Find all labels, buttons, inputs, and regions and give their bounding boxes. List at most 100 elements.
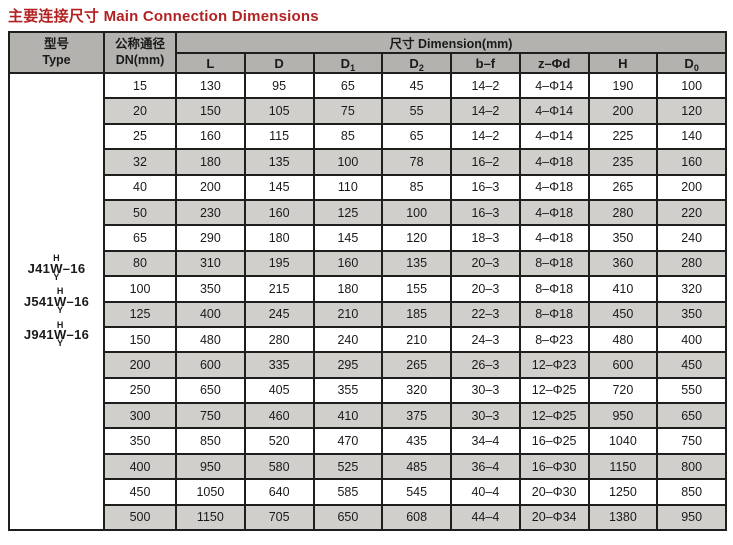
dim-cell-4: 16–3 (450, 173, 521, 201)
dim-cell-5: 4–Φ18 (518, 148, 590, 176)
dn-cell: 20 (103, 97, 177, 125)
dim-cell-2: 75 (312, 97, 384, 125)
dim-cell-6: 480 (587, 325, 659, 354)
dimension-column-header-1: D (243, 52, 315, 74)
dim-cell-2: 295 (312, 351, 384, 379)
dim-cell-6: 350 (587, 224, 659, 252)
dim-cell-5: 12–Φ23 (518, 351, 590, 379)
dim-cell-7: 550 (656, 376, 727, 405)
dim-cell-5: 12–Φ25 (518, 402, 590, 430)
dim-cell-7: 240 (656, 224, 727, 252)
table-body: J41 H W Y –16 J541 H W Y –16 J941 H W Y –16 15 130 95 65 45… (8, 71, 727, 532)
dim-cell-1: 280 (243, 325, 315, 354)
dim-cell-1: 245 (243, 300, 315, 328)
table-row-dn-300: 300 750 460 410 375 30–3 12–Φ25 950 650 (9, 402, 727, 430)
dimension-subheader-row: L D D1 D2 b–f z–Φd H D0 (9, 52, 727, 74)
dim-cell-5: 4–Φ14 (518, 122, 590, 151)
table-row-dn-450: 450 1050 640 585 545 40–4 20–Φ30 1250 850 (9, 478, 727, 506)
dimension-column-header-7: D0 (656, 52, 727, 74)
dim-cell-0: 650 (175, 376, 246, 405)
dim-cell-3: 78 (381, 148, 452, 176)
dim-cell-0: 130 (175, 71, 246, 100)
dim-cell-2: 650 (312, 503, 384, 532)
dim-cell-5: 4–Φ14 (518, 97, 590, 125)
dim-cell-6: 410 (587, 275, 659, 303)
dn-cell: 32 (103, 148, 177, 176)
dn-cell: 65 (103, 224, 177, 252)
model-label-1: J541 H W Y –16 (23, 286, 90, 316)
dn-cell: 100 (103, 275, 177, 303)
dn-cell: 200 (103, 351, 177, 379)
dim-cell-4: 22–3 (450, 300, 521, 328)
dim-cell-5: 4–Φ14 (518, 71, 590, 100)
dim-cell-0: 750 (175, 402, 246, 430)
dim-cell-1: 160 (243, 198, 315, 227)
dim-cell-5: 20–Φ30 (518, 478, 590, 506)
dim-cell-0: 290 (175, 224, 246, 252)
dim-cell-4: 14–2 (450, 97, 521, 125)
dimension-group-header: 尺寸 Dimension(mm) (175, 31, 727, 54)
table-row-dn-350: 350 850 520 470 435 34–4 16–Φ25 1040 750 (9, 427, 727, 455)
dim-cell-0: 480 (175, 325, 246, 354)
dim-cell-1: 705 (243, 503, 315, 532)
dim-cell-5: 16–Φ30 (518, 452, 590, 481)
dim-cell-7: 650 (656, 402, 727, 430)
dim-cell-3: 85 (381, 173, 452, 201)
dim-cell-2: 240 (312, 325, 384, 354)
dim-cell-5: 8–Φ18 (518, 300, 590, 328)
model-label-0: J41 H W Y –16 (27, 253, 86, 282)
dim-cell-7: 450 (656, 351, 727, 379)
dim-cell-6: 950 (587, 402, 659, 430)
dim-cell-5: 4–Φ18 (518, 224, 590, 252)
dim-cell-7: 140 (656, 122, 727, 151)
dimension-column-header-2: D1 (312, 52, 384, 74)
dim-cell-1: 460 (243, 402, 315, 430)
dimension-column-header-3: D2 (381, 52, 452, 74)
dim-cell-4: 16–2 (450, 148, 521, 176)
dn-header-en: DN(mm) (115, 52, 165, 67)
page-title: 主要连接尺寸 Main Connection Dimensions (8, 8, 319, 25)
dim-cell-1: 405 (243, 376, 315, 405)
dim-cell-2: 110 (312, 173, 384, 201)
table-row-dn-40: 40 200 145 110 85 16–3 4–Φ18 265 200 (9, 173, 727, 201)
type-header-zh: 型号 (43, 36, 69, 51)
dim-cell-4: 26–3 (450, 351, 521, 379)
dim-cell-3: 155 (381, 275, 452, 303)
dn-cell: 450 (103, 478, 177, 506)
dim-cell-2: 525 (312, 452, 384, 481)
dim-cell-0: 180 (175, 148, 246, 176)
dim-cell-4: 36–4 (450, 452, 521, 481)
dim-cell-3: 608 (381, 503, 452, 532)
dim-cell-1: 145 (243, 173, 315, 201)
dim-cell-5: 4–Φ18 (518, 198, 590, 227)
dim-cell-7: 750 (656, 427, 727, 455)
table-row-dn-100: 100 350 215 180 155 20–3 8–Φ18 410 320 (9, 275, 727, 303)
dim-cell-4: 30–3 (450, 376, 521, 405)
dim-cell-4: 14–2 (450, 71, 521, 100)
dim-cell-2: 180 (312, 275, 384, 303)
dim-cell-1: 580 (243, 452, 315, 481)
dim-cell-1: 335 (243, 351, 315, 379)
table-row-dn-125: 125 400 245 210 185 22–3 8–Φ18 450 350 (9, 300, 727, 328)
dim-cell-1: 215 (243, 275, 315, 303)
table-row-dn-65: 65 290 180 145 120 18–3 4–Φ18 350 240 (9, 224, 727, 252)
dim-cell-5: 8–Φ23 (518, 325, 590, 354)
dn-cell: 500 (103, 503, 177, 532)
dim-cell-3: 485 (381, 452, 452, 481)
dim-cell-0: 400 (175, 300, 246, 328)
dn-cell: 25 (103, 122, 177, 151)
dim-cell-1: 180 (243, 224, 315, 252)
dim-cell-3: 185 (381, 300, 452, 328)
table-row-dn-500: 500 1150 705 650 608 44–4 20–Φ34 1380 950 (9, 503, 727, 532)
dim-cell-6: 360 (587, 249, 659, 278)
dim-cell-1: 195 (243, 249, 315, 278)
dim-cell-1: 135 (243, 148, 315, 176)
dn-cell: 350 (103, 427, 177, 455)
dim-cell-2: 210 (312, 300, 384, 328)
dim-cell-0: 1050 (175, 478, 246, 506)
dim-cell-2: 145 (312, 224, 384, 252)
table-row-dn-250: 250 650 405 355 320 30–3 12–Φ25 720 550 (9, 376, 727, 405)
